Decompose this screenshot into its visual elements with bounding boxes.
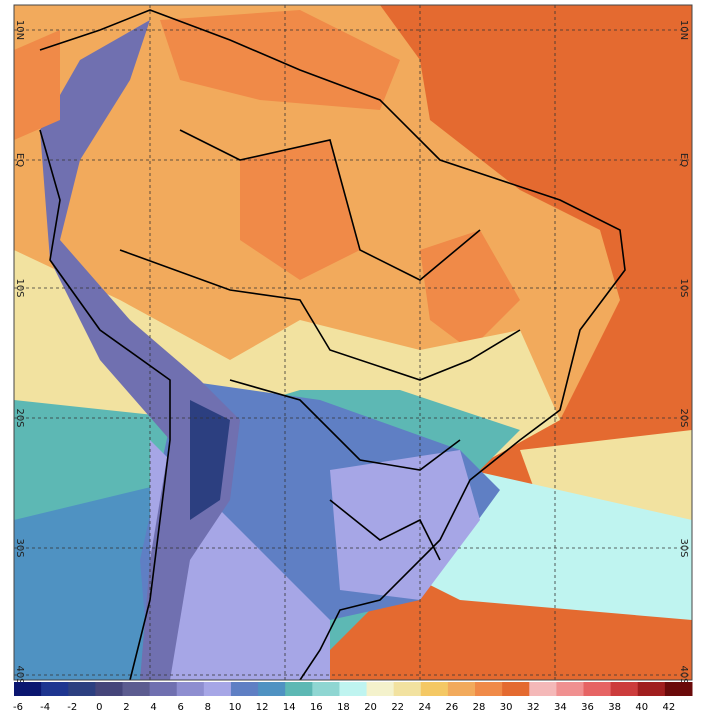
colorbar-label: 12 [256,702,269,713]
colorbar-label: 32 [527,702,540,713]
lat-label: 10N [14,20,25,40]
borders [39,9,626,681]
colorbar-swatch [610,682,639,696]
colorbar-label: 42 [663,702,676,713]
colorbar-label: 2 [123,702,129,713]
colorbar-swatch [312,682,340,696]
colorbar-swatch [420,682,449,696]
colorbar-label: 10 [229,702,242,713]
colorbar-label: 26 [446,702,459,713]
colorbar-swatch [339,682,368,696]
colorbar-label: 38 [608,702,621,713]
colorbar-label: 30 [500,702,513,713]
colorbar-label: -2 [67,702,77,713]
colorbar-label: 40 [635,702,648,713]
colorbar-label: 6 [178,702,184,713]
colorbar-swatch [41,682,69,696]
latitude-labels: 10N 10N EQ EQ 10S 10S 20S 20S 30S 30S 40S 40S [14,20,689,685]
colorbar-label: 0 [96,702,102,713]
colorbar-swatch [637,682,666,696]
colorbar-label: 18 [337,702,350,713]
colorbar-swatch [529,682,557,696]
colorbar-label: 24 [418,702,431,713]
colorbar-swatch [447,682,476,696]
colorbar-swatch [68,682,96,696]
colorbar-label: 34 [554,702,567,713]
lat-label: 20S [678,408,689,427]
colorbar-swatch [230,682,259,696]
colorbar-swatch [366,682,395,696]
colorbar-swatch [502,682,530,696]
lat-label: EQ [678,153,689,167]
grid [14,5,692,680]
colorbar-label: 8 [205,702,211,713]
lat-label: 20S [14,408,25,427]
colorbar-swatch [583,682,612,696]
colorbar-swatch [285,682,313,696]
colorbar-swatch [149,682,178,696]
map-field [14,5,692,680]
colorbar-swatch [556,682,585,696]
lat-label: 10S [14,278,25,297]
lat-label: 30S [678,538,689,557]
colorbar-label: 22 [391,702,404,713]
colorbar-swatch [203,682,232,696]
colorbar-label: 16 [310,702,323,713]
colorbar-swatch [14,682,42,696]
lat-label: 10S [678,278,689,297]
colorbar-label: 28 [473,702,486,713]
map-frame [13,4,693,681]
colorbar-swatch [176,682,205,696]
colorbar: -6 -4 -2 0 2 4 6 8 10 12 14 16 18 20 22 24 26 28 30 32 34 36 3… [13,682,693,713]
colorbar-label: -4 [40,702,50,713]
colorbar-swatch [664,682,693,696]
colorbar-swatch [393,682,422,696]
colorbar-label: 14 [283,702,296,713]
colorbar-label: -6 [13,702,23,713]
lat-label: 10N [678,20,689,40]
colorbar-swatch [258,682,286,696]
colorbar-swatch [95,682,123,696]
lat-label: EQ [14,153,25,167]
lat-label: 30S [14,538,25,557]
colorbar-swatch [122,682,151,696]
colorbar-label: 36 [581,702,594,713]
colorbar-label: 4 [150,702,156,713]
colorbar-swatch [475,682,503,696]
colorbar-label: 20 [364,702,377,713]
lat-label: 40S [678,665,689,684]
lat-label: 40S [14,665,25,684]
